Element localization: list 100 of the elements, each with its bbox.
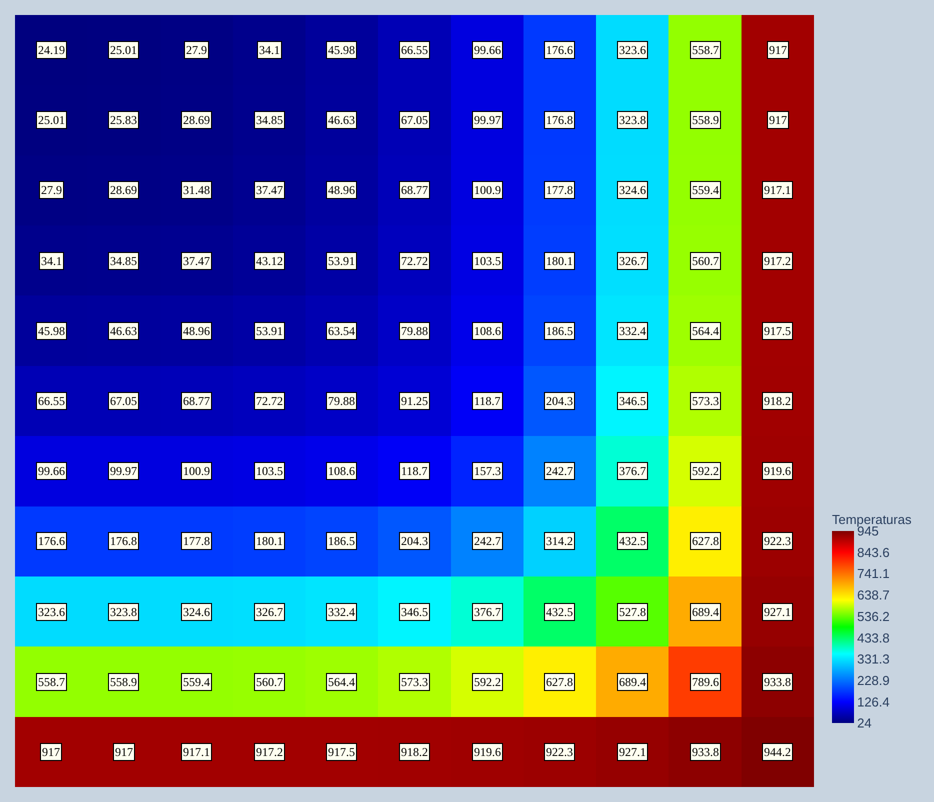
- data-label: 558.7: [692, 43, 719, 57]
- data-label: 45.98: [328, 43, 355, 57]
- data-label: 24.19: [38, 43, 65, 57]
- data-label: 933.8: [692, 745, 719, 759]
- data-label: 28.69: [183, 113, 210, 127]
- data-label: 68.77: [401, 183, 428, 197]
- data-label: 99.97: [110, 464, 137, 478]
- data-label: 186.5: [328, 534, 355, 548]
- data-label: 527.8: [619, 605, 646, 619]
- data-label: 68.77: [183, 394, 210, 408]
- data-label: 108.6: [474, 324, 501, 338]
- data-label: 558.9: [692, 113, 719, 127]
- data-label: 25.83: [110, 113, 137, 127]
- data-label: 63.54: [328, 324, 355, 338]
- data-label: 25.01: [110, 43, 137, 57]
- data-label: 27.9: [41, 183, 62, 197]
- data-label: 34.85: [256, 113, 283, 127]
- data-label: 91.25: [401, 394, 428, 408]
- data-label: 72.72: [401, 254, 428, 268]
- data-label: 204.3: [401, 534, 428, 548]
- color-bar-label: 228.9: [857, 672, 890, 688]
- data-label: 324.6: [183, 605, 210, 619]
- data-label: 242.7: [546, 464, 573, 478]
- data-label: 79.88: [401, 324, 428, 338]
- data-label: 917: [42, 745, 60, 759]
- data-label: 99.66: [474, 43, 501, 57]
- data-label: 66.55: [38, 394, 65, 408]
- data-label: 27.9: [186, 43, 207, 57]
- data-label: 917.2: [256, 745, 283, 759]
- data-label: 34.85: [110, 254, 137, 268]
- data-label: 627.8: [692, 534, 719, 548]
- data-label: 242.7: [474, 534, 501, 548]
- color-bar-label: 433.8: [857, 630, 890, 646]
- data-label: 323.6: [619, 43, 646, 57]
- data-label: 46.63: [328, 113, 355, 127]
- data-label: 48.96: [328, 183, 355, 197]
- data-label: 917.5: [764, 324, 791, 338]
- data-label: 79.88: [328, 394, 355, 408]
- color-bar-label: 126.4: [857, 694, 890, 710]
- data-label: 789.6: [692, 675, 719, 689]
- data-label: 186.5: [546, 324, 573, 338]
- data-label: 592.2: [474, 675, 501, 689]
- data-label: 346.5: [401, 605, 428, 619]
- data-label: 917: [769, 43, 787, 57]
- data-label: 559.4: [692, 183, 719, 197]
- data-label: 176.6: [38, 534, 65, 548]
- color-bar-label: 331.3: [857, 652, 890, 667]
- data-label: 43.12: [256, 254, 283, 268]
- data-label: 573.3: [401, 675, 428, 689]
- data-label: 103.5: [474, 254, 501, 268]
- data-label: 919.6: [764, 464, 791, 478]
- data-label: 34.1: [259, 43, 280, 57]
- data-label: 118.7: [474, 394, 501, 408]
- data-label: 177.8: [546, 183, 573, 197]
- data-label: 37.47: [256, 183, 283, 197]
- data-label: 34.1: [41, 254, 62, 268]
- data-label: 559.4: [183, 675, 210, 689]
- data-label: 53.91: [256, 324, 283, 338]
- data-label: 118.7: [401, 464, 428, 478]
- color-bar-label: 536.2: [857, 608, 890, 624]
- data-label: 376.7: [619, 464, 646, 478]
- data-label: 627.8: [546, 675, 573, 689]
- data-label: 67.05: [401, 113, 428, 127]
- data-label: 45.98: [38, 324, 65, 338]
- data-label: 176.8: [110, 534, 137, 548]
- color-bar-label: 24: [857, 716, 872, 731]
- data-label: 326.7: [619, 254, 646, 268]
- data-label: 917.2: [764, 254, 791, 268]
- data-label: 103.5: [256, 464, 283, 478]
- data-label: 922.3: [546, 745, 573, 759]
- data-label: 28.69: [110, 183, 137, 197]
- data-label: 324.6: [619, 183, 646, 197]
- data-label: 204.3: [546, 394, 573, 408]
- data-label: 48.96: [183, 324, 210, 338]
- data-label: 376.7: [474, 605, 501, 619]
- data-label: 31.48: [183, 183, 210, 197]
- data-label: 53.91: [328, 254, 355, 268]
- data-label: 37.47: [183, 254, 210, 268]
- data-label: 689.4: [619, 675, 646, 689]
- data-label: 180.1: [546, 254, 573, 268]
- data-label: 346.5: [619, 394, 646, 408]
- data-label: 176.8: [546, 113, 573, 127]
- data-label: 314.2: [546, 534, 573, 548]
- data-label: 933.8: [764, 675, 791, 689]
- data-label: 100.9: [183, 464, 210, 478]
- data-label: 326.7: [256, 605, 283, 619]
- data-label: 917.1: [183, 745, 210, 759]
- data-label: 560.7: [256, 675, 283, 689]
- data-label: 25.01: [38, 113, 65, 127]
- data-label: 66.55: [401, 43, 428, 57]
- data-label: 918.2: [764, 394, 791, 408]
- data-label: 46.63: [110, 324, 137, 338]
- data-label: 176.6: [546, 43, 573, 57]
- data-label: 432.5: [546, 605, 573, 619]
- data-label: 72.72: [256, 394, 283, 408]
- data-label: 917.1: [764, 183, 791, 197]
- data-label: 323.8: [110, 605, 137, 619]
- data-label: 917.5: [328, 745, 355, 759]
- color-bar-title: Temperaturas: [832, 512, 912, 527]
- data-label: 180.1: [256, 534, 283, 548]
